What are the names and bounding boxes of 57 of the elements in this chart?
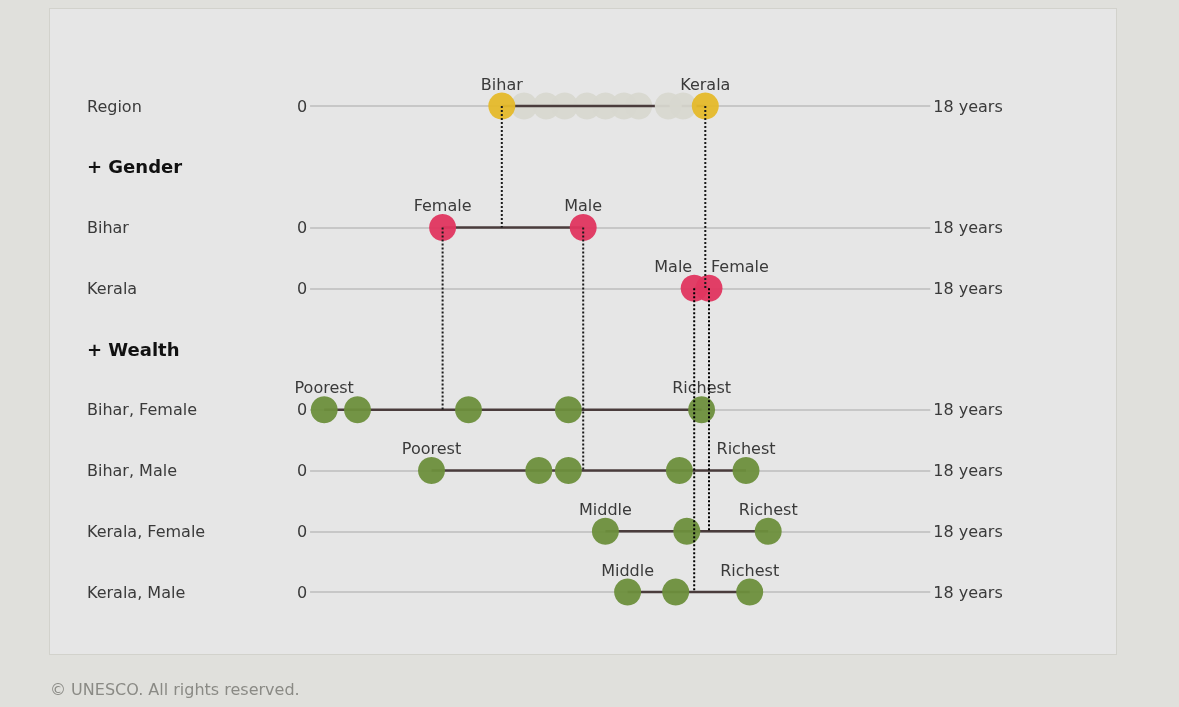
- annotation: Richest: [716, 439, 776, 458]
- point: [488, 92, 516, 120]
- text: 0: [296, 218, 308, 237]
- y-tick-label: Kerala, Male: [87, 582, 186, 602]
- text: 18 years: [933, 278, 1003, 298]
- point: [344, 396, 371, 424]
- text: 0: [296, 278, 308, 298]
- annotation: Kerala: [680, 74, 731, 94]
- text: 18 years: [933, 218, 1003, 237]
- y-tick-label: Bihar, Female: [87, 400, 197, 420]
- point: [455, 396, 482, 424]
- y-tick-label: Bihar: [87, 218, 130, 237]
- annotation: Male: [564, 196, 603, 215]
- text: 18 years: [933, 521, 1003, 541]
- point: [310, 396, 338, 424]
- point: [569, 214, 597, 241]
- point: [695, 274, 723, 302]
- point: [591, 517, 619, 545]
- text: © UNESCO. All rights reserved.: [50, 680, 300, 699]
- y-tick-label: Kerala: [87, 278, 138, 298]
- point: [614, 578, 642, 606]
- text: 0: [296, 582, 308, 602]
- annotation: Female: [413, 196, 472, 215]
- annotation: Richest: [738, 499, 798, 519]
- annotation: Bihar: [480, 74, 524, 94]
- point: [665, 457, 693, 484]
- y-tick-label: + Gender: [87, 156, 183, 178]
- point: [736, 578, 764, 606]
- point: [732, 457, 760, 484]
- annotation: Richest: [720, 560, 780, 580]
- annotation: Female: [711, 256, 769, 276]
- text: 0: [296, 521, 308, 541]
- point: [525, 457, 553, 484]
- y-tick-label: Region: [87, 96, 142, 116]
- annotation: Middle: [601, 560, 655, 580]
- point: [688, 396, 716, 424]
- point: [429, 214, 457, 241]
- point: [673, 517, 701, 545]
- y-tick-label: Kerala, Female: [87, 521, 206, 541]
- y-tick-label: Bihar, Male: [87, 461, 178, 480]
- point: [554, 396, 582, 424]
- text: 0: [296, 461, 308, 480]
- text: 18 years: [933, 461, 1003, 480]
- text: 18 years: [933, 582, 1003, 602]
- annotation: Richest: [672, 378, 732, 398]
- point: [662, 578, 690, 606]
- y-tick-label: + Wealth: [87, 338, 180, 360]
- point: [754, 517, 782, 545]
- annotation: Middle: [578, 499, 632, 519]
- point: [554, 457, 582, 484]
- annotation: Male: [654, 256, 693, 276]
- point: [691, 92, 719, 120]
- text: 18 years: [933, 400, 1003, 420]
- point: [418, 457, 445, 484]
- annotation: Poorest: [401, 439, 462, 458]
- annotation: Poorest: [294, 378, 354, 398]
- text: 0: [296, 400, 308, 420]
